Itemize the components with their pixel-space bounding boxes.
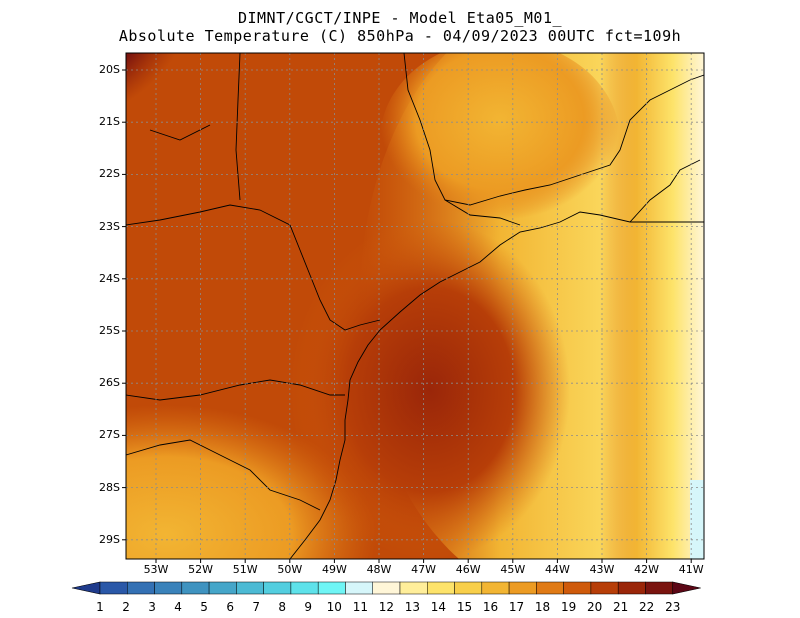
lon-label: 46W — [455, 563, 481, 576]
colorbar-label: 1 — [96, 600, 104, 614]
colorbar-max-arrow — [672, 581, 701, 595]
lon-label: 50W — [277, 563, 303, 576]
chart-title-line1: DIMNT/CGCT/INPE - Model Eta05_M01_ — [237, 9, 563, 27]
colorbar-swatch — [317, 581, 346, 595]
lat-label: 20S — [99, 63, 120, 76]
colorbar-min-arrow — [71, 581, 101, 595]
colorbar-label: 15 — [456, 600, 473, 614]
colorbar-swatch — [127, 581, 155, 595]
colorbar-label: 14 — [430, 600, 447, 614]
colorbar-swatch — [290, 581, 319, 595]
colorbar-swatch — [427, 581, 455, 595]
colorbar-swatch — [236, 581, 264, 595]
lon-label: 44W — [544, 563, 570, 576]
colorbar-swatch — [645, 581, 673, 595]
colorbar-label: 8 — [278, 600, 287, 614]
colorbar-label: 3 — [148, 600, 156, 614]
lat-label: 26S — [99, 376, 120, 390]
lat-label: 25S — [99, 324, 120, 337]
colorbar-label: 21 — [613, 600, 629, 614]
colorbar-swatch — [263, 581, 292, 595]
colorbar-label: 4 — [174, 600, 182, 614]
colorbar-label: 7 — [252, 600, 260, 614]
colorbar-swatch — [590, 581, 619, 595]
colorbar-swatch — [181, 581, 210, 595]
colorbar-swatch — [508, 581, 537, 595]
lon-label: 52W — [188, 563, 214, 576]
axis-ticks — [122, 69, 692, 563]
colorbar-swatch — [154, 581, 183, 595]
colorbar-swatch — [99, 581, 128, 595]
lon-label: 48W — [366, 563, 392, 576]
lat-label: 27S — [99, 428, 120, 442]
lon-label: 49W — [321, 563, 347, 576]
lat-label: 24S — [99, 271, 120, 285]
colorbar-label: 13 — [404, 600, 421, 614]
lon-label: 43W — [589, 563, 615, 576]
colorbar-label: 5 — [200, 600, 208, 614]
lon-label: 47W — [411, 563, 437, 576]
colorbar-label: 11 — [352, 600, 368, 614]
lat-label: 23S — [99, 219, 120, 233]
lat-label: 28S — [99, 480, 120, 494]
lon-label: 41W — [678, 563, 704, 576]
colorbar-swatch — [208, 581, 237, 595]
lat-label: 22S — [99, 167, 120, 181]
colorbar-swatch — [536, 581, 564, 595]
colorbar-swatch — [481, 581, 510, 595]
colorbar-label: 22 — [639, 600, 655, 614]
colorbar-label: 16 — [482, 600, 499, 614]
coastline-borders — [126, 53, 704, 559]
colorbar-label: 6 — [226, 600, 234, 614]
temperature-field — [126, 53, 704, 559]
colorbar-swatch — [345, 581, 373, 595]
colorbar-swatch — [372, 581, 401, 595]
colorbar-label: 23 — [665, 600, 681, 614]
colorbar-label: 2 — [122, 600, 130, 614]
colorbar-label: 18 — [534, 600, 551, 614]
colorbar-swatch — [563, 581, 592, 595]
colorbar-label: 17 — [508, 600, 525, 614]
chart-title-line2: Absolute Temperature (C) 850hPa - 04/09/… — [118, 27, 682, 45]
lat-lon-grid — [126, 53, 704, 559]
plot-frame — [125, 52, 705, 560]
lon-label: 45W — [500, 563, 526, 576]
colorbar-swatch — [399, 581, 428, 595]
lat-label: 29S — [99, 532, 120, 546]
colorbar-label: 12 — [378, 600, 394, 614]
lon-label: 51W — [232, 563, 258, 576]
colorbar-swatch — [617, 581, 646, 595]
colorbar-label: 19 — [560, 600, 577, 614]
colorbar — [71, 581, 701, 595]
lon-label: 53W — [143, 563, 169, 576]
colorbar-label: 9 — [304, 600, 313, 614]
colorbar-label: 10 — [326, 600, 342, 614]
lon-label: 42W — [634, 563, 660, 576]
colorbar-label: 20 — [586, 600, 603, 614]
colorbar-swatch — [454, 581, 483, 595]
lat-label: 21S — [99, 115, 120, 129]
